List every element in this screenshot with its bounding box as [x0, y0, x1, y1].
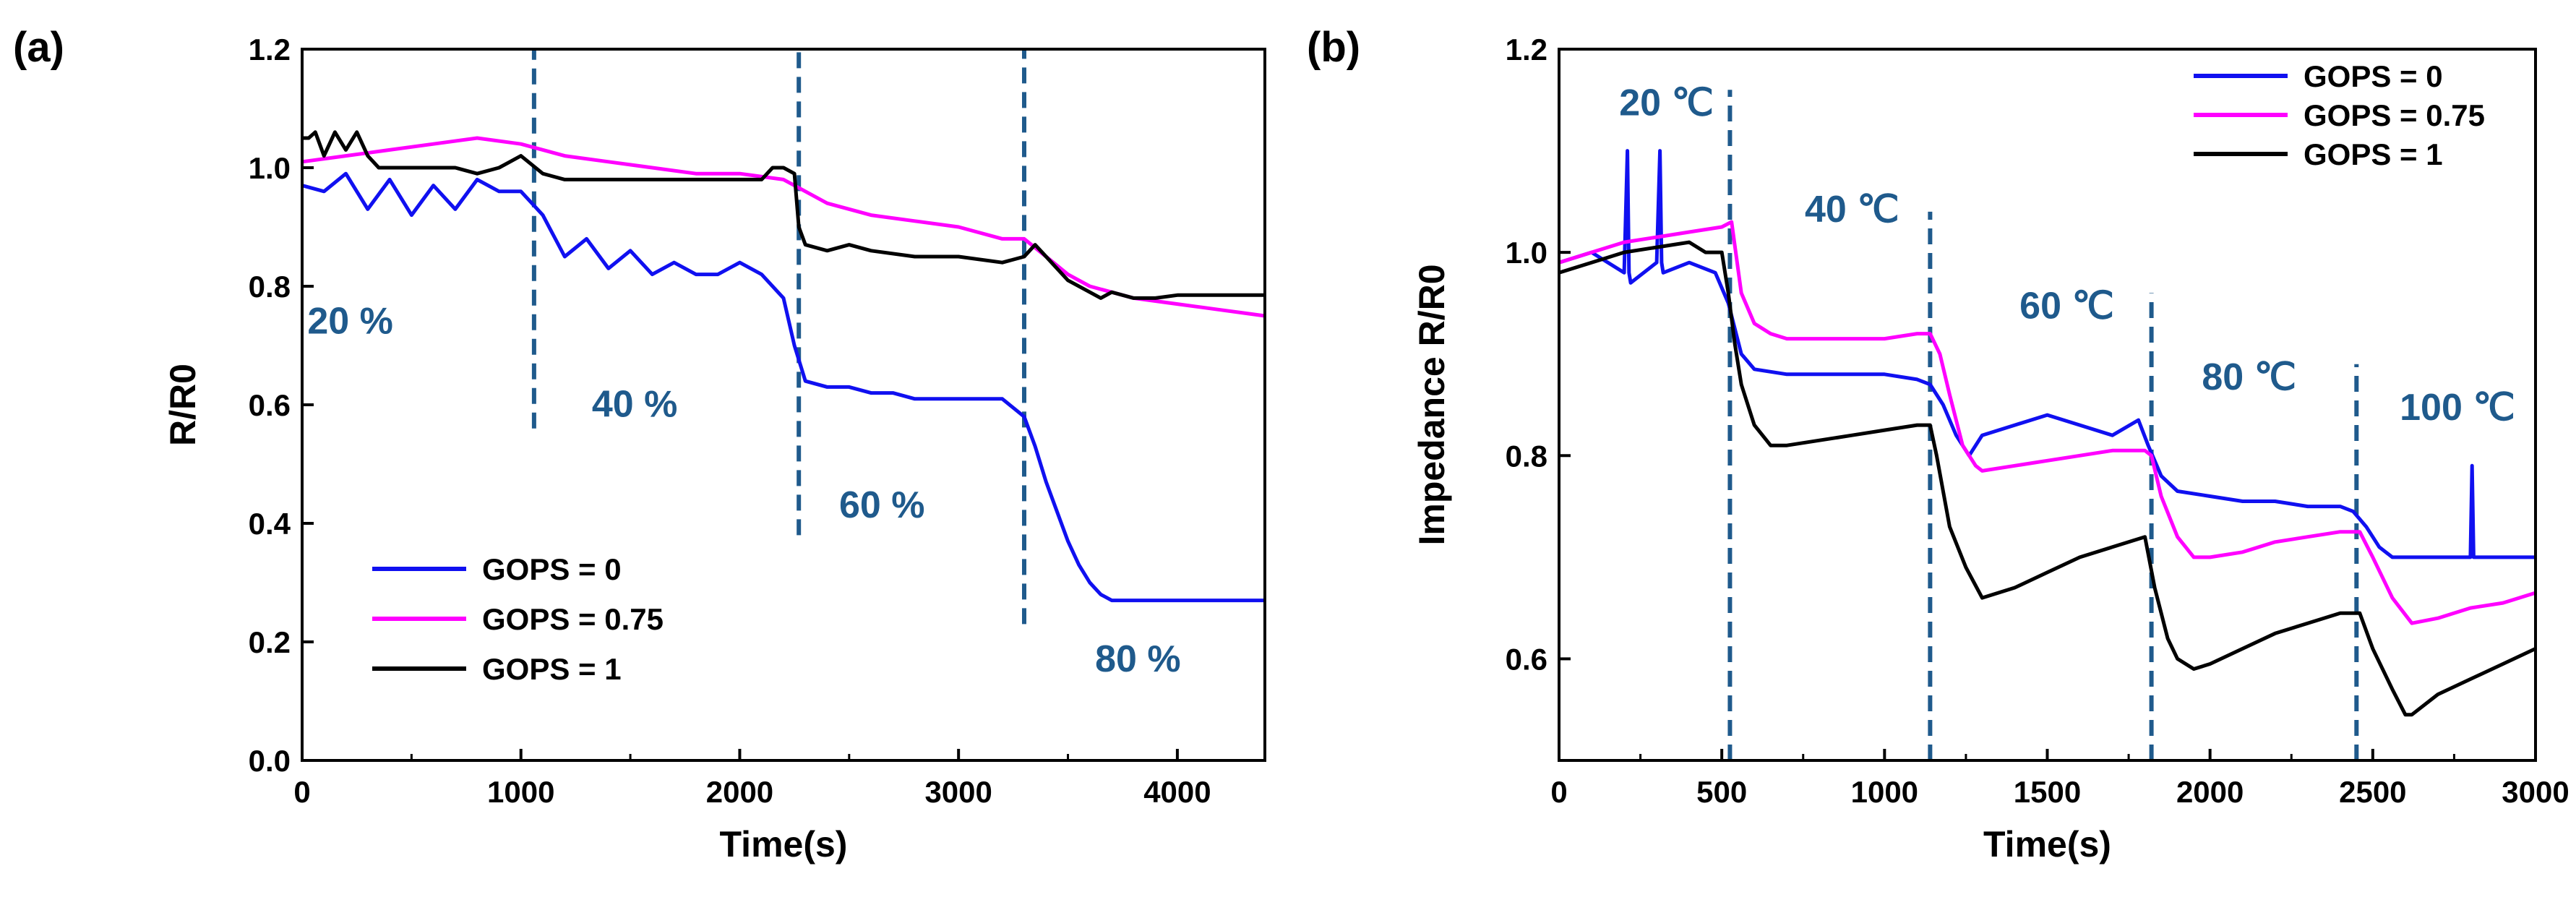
series-line-1 — [1558, 149, 2536, 559]
region-annotation: 80 ℃ — [2202, 356, 2296, 398]
series-line-3 — [302, 130, 1265, 300]
legend-entry: GOPS = 1 — [2304, 137, 2443, 171]
x-tick-label: 2000 — [706, 775, 773, 809]
y-tick-label: 1.0 — [249, 151, 291, 185]
y-tick-label: 1.2 — [249, 33, 291, 67]
panel-label: (b) — [1307, 24, 1360, 71]
x-tick-label: 3000 — [2502, 775, 2569, 809]
y-tick-label: 0.6 — [1506, 642, 1547, 676]
region-annotation: 80 % — [1095, 638, 1181, 680]
y-tick-label: 1.0 — [1506, 236, 1547, 270]
region-annotation: 60 % — [839, 484, 925, 526]
x-axis-title: Time(s) — [720, 824, 848, 865]
panel-label: (a) — [13, 24, 64, 71]
legend: GOPS = 0 GOPS = 0.75 GOPS = 1 — [2194, 59, 2485, 171]
y-tick-label: 0.8 — [249, 270, 291, 304]
x-tick-label: 1500 — [2014, 775, 2081, 809]
x-tick-label: 0 — [293, 775, 310, 809]
region-annotation: 40 ℃ — [1805, 189, 1899, 231]
region-annotation: 40 % — [592, 383, 678, 425]
region-annotation: 100 ℃ — [2400, 387, 2515, 429]
y-tick-label: 0.2 — [249, 625, 291, 659]
y-tick-label: 0.6 — [249, 388, 291, 422]
x-tick-label: 0 — [1550, 775, 1567, 809]
legend-entry: GOPS = 1 — [482, 652, 622, 686]
y-axis-title: Impedance R/R0 — [1412, 264, 1452, 545]
x-tick-label: 2500 — [2339, 775, 2406, 809]
x-tick-label: 4000 — [1143, 775, 1211, 809]
region-annotation: 60 ℃ — [2019, 286, 2114, 327]
legend: GOPS = 0 GOPS = 0.75 GOPS = 1 — [372, 552, 664, 686]
y-axis-title: R/R0 — [163, 364, 203, 446]
region-annotation: 20 % — [307, 301, 393, 343]
series-line-2 — [301, 136, 1266, 318]
series-line-1 — [301, 171, 1265, 603]
chart-a: (a) 0 1000 2000 3000 4000 0.0 0.2 0.4 0.6 0.8 1.0 1.… — [13, 24, 1266, 865]
series-line-2 — [1558, 220, 2536, 625]
region-annotation: 20 ℃ — [1619, 82, 1714, 124]
legend-entry: GOPS = 0 — [482, 552, 622, 586]
legend-entry: GOPS = 0 — [2304, 59, 2443, 93]
x-tick-label: 2000 — [2176, 775, 2244, 809]
legend-entry: GOPS = 0.75 — [2304, 98, 2485, 132]
x-tick-label: 1000 — [487, 775, 554, 809]
y-tick-label: 0.8 — [1506, 439, 1547, 473]
x-axis-title: Time(s) — [1983, 824, 2111, 865]
x-tick-label: 3000 — [924, 775, 992, 809]
x-tick-label: 500 — [1696, 775, 1747, 809]
legend-entry: GOPS = 0.75 — [482, 602, 664, 636]
y-tick-label: 0.0 — [249, 744, 291, 778]
chart-b: (b) 0 500 1000 1500 2000 2500 3000 0.6 0.8 1.0 1.2 T… — [1307, 24, 2569, 865]
y-tick-label: 0.4 — [249, 507, 291, 541]
y-tick-label: 1.2 — [1506, 33, 1547, 67]
series-line-3 — [1558, 240, 2537, 717]
x-tick-label: 1000 — [1851, 775, 1918, 809]
